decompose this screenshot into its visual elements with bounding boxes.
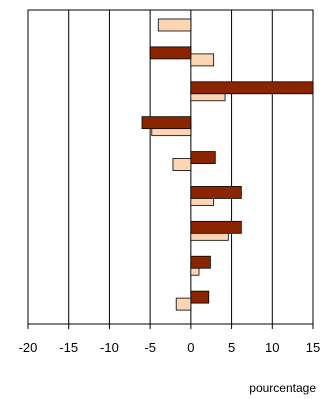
x-tick-label: -20 [19,340,38,355]
bar-series1-row7 [190,220,242,234]
x-tick-label: -15 [59,340,78,355]
x-tick-label: -10 [100,340,119,355]
bar-series1-row4 [141,116,192,130]
bar-series1-row8 [190,255,211,269]
x-tick-label: 10 [265,340,279,355]
x-axis-title: pourcentage [249,381,316,395]
bar-series1-row5 [190,151,216,164]
bar-series2-row5 [172,158,192,171]
x-tick-labels: -20 -15 -10 -5 0 5 10 15 [19,340,321,355]
bar-series2-row2 [190,53,215,67]
bar-series1-row3 [190,81,314,95]
bar-series2-row1 [157,18,192,32]
x-tick-label: 0 [187,340,194,355]
x-tick-label: -5 [144,340,156,355]
bars [141,18,314,311]
plot-area [27,9,314,325]
bar-series1-row2 [149,46,192,60]
bar-series1-row9 [190,290,210,304]
x-tick-label: 5 [228,340,235,355]
bar-series1-row6 [190,186,242,199]
bar-series2-row9 [175,297,192,311]
x-tick-label: 15 [306,340,320,355]
